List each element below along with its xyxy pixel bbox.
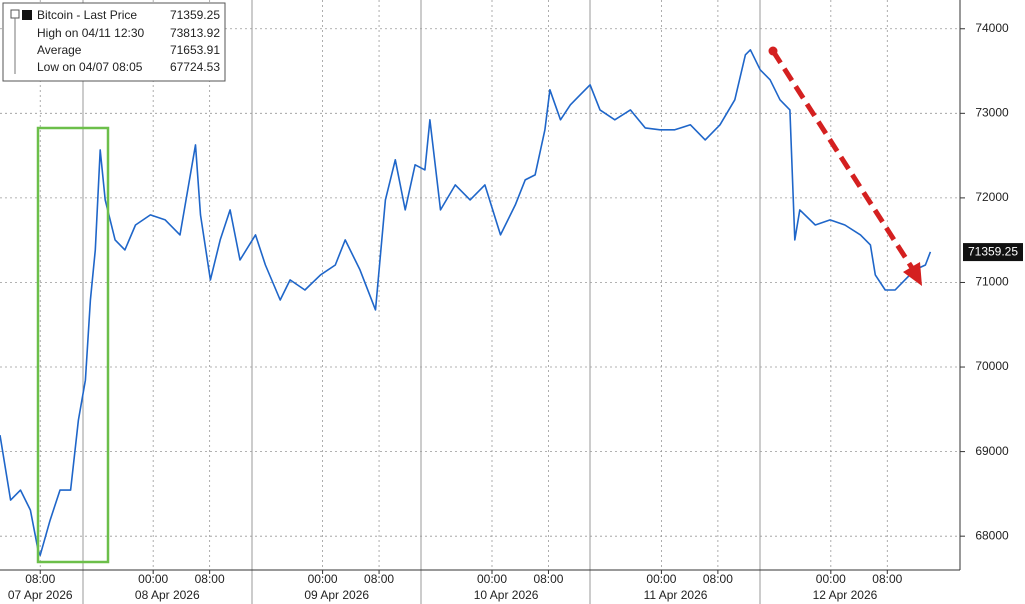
highlight-box	[36, 126, 110, 564]
y-tick-label: 68000	[975, 528, 1009, 542]
day-separators	[82, 0, 761, 604]
legend-title: Bitcoin - Last Price	[37, 8, 137, 22]
x-tick-label: 08:00	[872, 572, 902, 586]
x-tick-label: 00:00	[477, 572, 507, 586]
legend-label: High on 04/11 12:30	[37, 26, 145, 40]
y-tick-label: 69000	[975, 444, 1009, 458]
y-tick-label: 72000	[975, 190, 1009, 204]
last-price-box	[963, 243, 1023, 262]
legend-value: 71359.25	[170, 8, 220, 22]
x-tick-label: 08:00	[703, 572, 733, 586]
x-tick-label: 08:00	[195, 572, 225, 586]
x-tick-label: 00:00	[138, 572, 168, 586]
legend-swatch	[22, 10, 32, 20]
y-tick-label: 73000	[975, 105, 1009, 119]
x-tick-label: 08:00	[25, 572, 55, 586]
legend-value: 71653.91	[170, 43, 220, 57]
arrow-head	[903, 262, 922, 286]
date-label: 12 Apr 2026	[813, 588, 878, 602]
x-tick-label: 00:00	[816, 572, 846, 586]
legend-value: 67724.53	[170, 60, 220, 74]
y-tick-label: 71000	[975, 275, 1009, 289]
x-tick-label: 08:00	[533, 572, 563, 586]
legend-box	[2, 2, 226, 82]
date-label: 09 Apr 2026	[304, 588, 369, 602]
date-label: 10 Apr 2026	[474, 588, 539, 602]
date-label: 07 Apr 2026	[8, 588, 73, 602]
legend: Bitcoin - Last Price 71359.25 High on 04…	[2, 2, 226, 82]
date-label: 11 Apr 2026	[644, 588, 708, 602]
x-tick-label: 00:00	[646, 572, 676, 586]
x-tick-label: 00:00	[308, 572, 338, 586]
y-tick-label: 70000	[975, 359, 1009, 373]
x-tick-label: 08:00	[364, 572, 394, 586]
last-price-label: 71359.25	[968, 244, 1018, 258]
trend-arrow	[768, 46, 922, 286]
date-label: 08 Apr 2026	[135, 588, 200, 602]
legend-value: 73813.92	[170, 26, 220, 40]
y-tick-label: 74000	[975, 21, 1009, 35]
legend-label: Low on 04/07 08:05	[37, 60, 143, 74]
legend-label: Average	[37, 43, 82, 57]
arrow-shaft	[770, 49, 917, 273]
